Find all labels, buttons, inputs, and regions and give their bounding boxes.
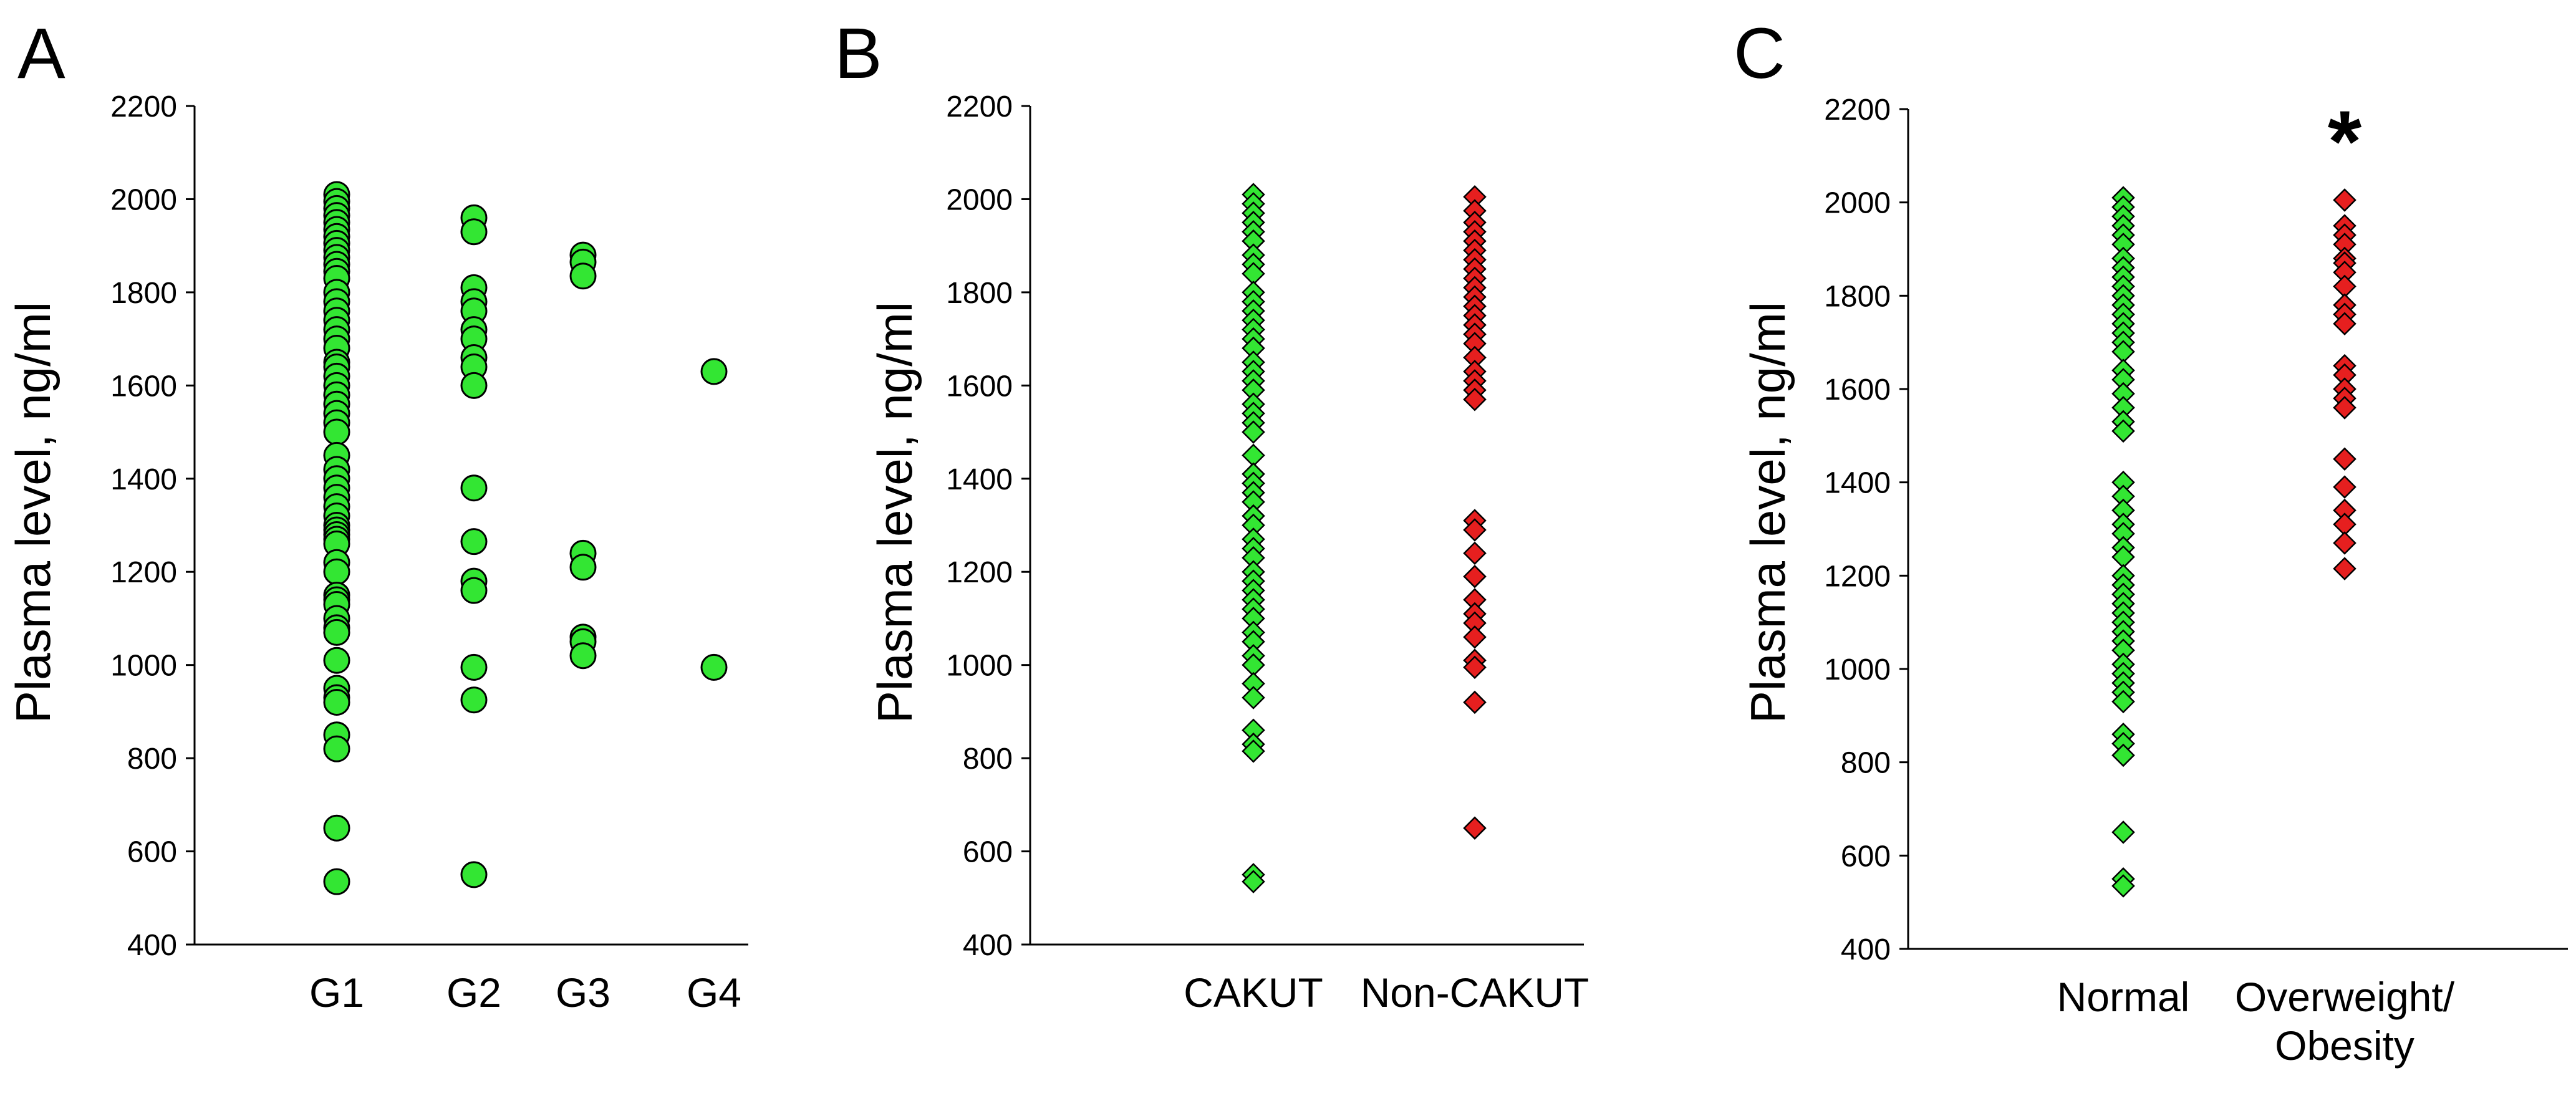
panel-a: A Plasma level, ng/ml 400 600 800 1000 1200 1… [6, 14, 748, 1016]
data-point [1463, 564, 1487, 589]
y-tick-label: 1600 [1824, 373, 1891, 406]
y-axis-label: Plasma level, ng/ml [6, 302, 60, 723]
y-tick-label: 1800 [110, 277, 177, 310]
data-point [569, 642, 597, 670]
x-tick-label: Normal [2057, 974, 2190, 1020]
data-point [2333, 188, 2357, 212]
significance-annotation: * [2328, 92, 2362, 190]
x-tick-label: Overweight/Obesity [2235, 974, 2455, 1069]
data-point [323, 558, 350, 585]
data-point [2333, 557, 2357, 580]
data-point [2111, 743, 2135, 767]
data-point [2333, 475, 2357, 499]
data-point [1463, 387, 1487, 411]
data-point [1242, 686, 1265, 709]
y-tick-label: 600 [127, 836, 177, 869]
data-point [1242, 739, 1265, 763]
y-tick-label: 2000 [1824, 187, 1891, 220]
data-point [460, 528, 488, 556]
y-tick-label: 1600 [110, 370, 177, 403]
data-point [2111, 419, 2135, 443]
y-tick-label: 2200 [1824, 94, 1891, 127]
y-tick-label: 2000 [110, 183, 177, 216]
data-point [460, 218, 488, 246]
data-point [323, 418, 350, 446]
y-tick-label: 1800 [946, 277, 1013, 310]
data-point [1463, 541, 1487, 565]
data-point [1463, 518, 1487, 542]
y-tick-label: 800 [127, 743, 177, 776]
data-point [460, 577, 488, 604]
data-point [2333, 531, 2357, 555]
y-tick-label: 600 [963, 836, 1013, 869]
y-tick-label: 1800 [1824, 280, 1891, 313]
y-tick-label: 2200 [946, 90, 1013, 123]
data-point [460, 474, 488, 502]
data-point [700, 653, 728, 681]
x-tick-label: Non-CAKUT [1361, 969, 1589, 1016]
data-point [2111, 690, 2135, 714]
data-point [1463, 816, 1487, 840]
y-tick-label: 1400 [946, 463, 1013, 496]
y-tick-label: 400 [1841, 933, 1891, 966]
panel-label-b: B [834, 14, 882, 94]
data-point [323, 688, 350, 716]
x-tick-label: G2 [446, 969, 501, 1016]
y-tick-label: 1200 [110, 556, 177, 589]
x-tick-label: G4 [687, 969, 741, 1016]
y-tick-label: 1400 [110, 463, 177, 496]
data-point [1463, 690, 1487, 714]
y-tick-label: 400 [127, 929, 177, 962]
y-tick-label: 1400 [1824, 467, 1891, 500]
y-tick-label: 1000 [1824, 653, 1891, 686]
y-tick-label: 1600 [946, 370, 1013, 403]
data-point [2333, 312, 2357, 336]
data-point [323, 647, 350, 674]
data-point [1463, 625, 1487, 649]
y-tick-label: 2200 [110, 90, 177, 123]
data-point [460, 861, 488, 888]
data-point [1242, 870, 1265, 893]
data-point [323, 735, 350, 762]
data-point [2333, 396, 2357, 420]
y-tick-label: 2000 [946, 183, 1013, 216]
data-point [460, 372, 488, 399]
data-point [323, 618, 350, 646]
data-point [323, 814, 350, 842]
data-point [460, 686, 488, 714]
y-tick-label: 800 [1841, 747, 1891, 780]
data-point [569, 554, 597, 581]
panel-label-c: C [1734, 14, 1785, 94]
data-point [2333, 447, 2357, 471]
y-tick-label: 600 [1841, 840, 1891, 873]
data-point [1242, 420, 1265, 444]
data-point [323, 868, 350, 895]
data-point [2111, 820, 2135, 844]
y-tick-label: 1200 [946, 556, 1013, 589]
y-tick-label: 400 [963, 929, 1013, 962]
y-axis-label: Plasma level, ng/ml [1740, 302, 1795, 723]
x-tick-label: G3 [556, 969, 610, 1016]
panel-c: C Plasma level, ng/ml * 400 600 800 1000 120… [1734, 14, 2568, 1069]
panel-b: B Plasma level, ng/ml 400 600 800 1000 1200 1… [834, 14, 1589, 1016]
data-point [569, 262, 597, 290]
y-tick-label: 1000 [946, 650, 1013, 683]
y-tick-label: 800 [963, 743, 1013, 776]
x-tick-label: G1 [309, 969, 364, 1016]
data-point [1463, 655, 1487, 680]
panel-label-a: A [17, 14, 65, 94]
y-tick-label: 1200 [1824, 560, 1891, 593]
data-point [700, 358, 728, 385]
x-tick-label: CAKUT [1184, 969, 1323, 1016]
data-point [2111, 874, 2135, 898]
data-point [460, 653, 488, 681]
y-tick-label: 1000 [110, 650, 177, 683]
y-axis-label: Plasma level, ng/ml [867, 302, 922, 723]
